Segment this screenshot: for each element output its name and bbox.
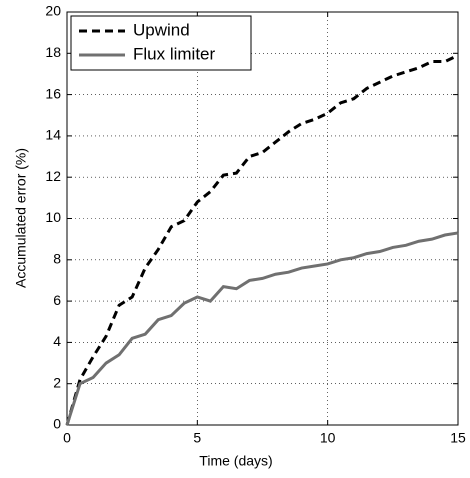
x-tick-label: 0 [63, 430, 71, 446]
y-tick-label: 12 [45, 168, 61, 184]
y-tick-label: 0 [53, 416, 61, 432]
y-tick-label: 20 [45, 3, 61, 19]
y-tick-label: 14 [45, 127, 61, 143]
series-line [65, 54, 459, 426]
y-tick-label: 10 [45, 209, 61, 225]
y-tick-label: 8 [53, 251, 61, 267]
x-axis-label: Time (days) [199, 453, 272, 469]
legend-label: Upwind [133, 20, 190, 39]
y-tick-label: 6 [53, 292, 61, 308]
y-tick-label: 4 [53, 333, 61, 349]
plot-frame [66, 11, 459, 426]
legend-box [70, 15, 252, 71]
y-tick-label: 16 [45, 85, 61, 101]
legend-label: Flux limiter [133, 44, 216, 63]
series-line [65, 231, 459, 426]
y-tick-label: 18 [45, 44, 61, 60]
x-tick-label: 15 [450, 430, 466, 446]
y-axis-label: Accumulated error (%) [13, 148, 29, 288]
x-tick-label: 10 [320, 430, 336, 446]
x-tick-label: 5 [193, 430, 201, 446]
y-tick-label: 2 [53, 374, 61, 390]
